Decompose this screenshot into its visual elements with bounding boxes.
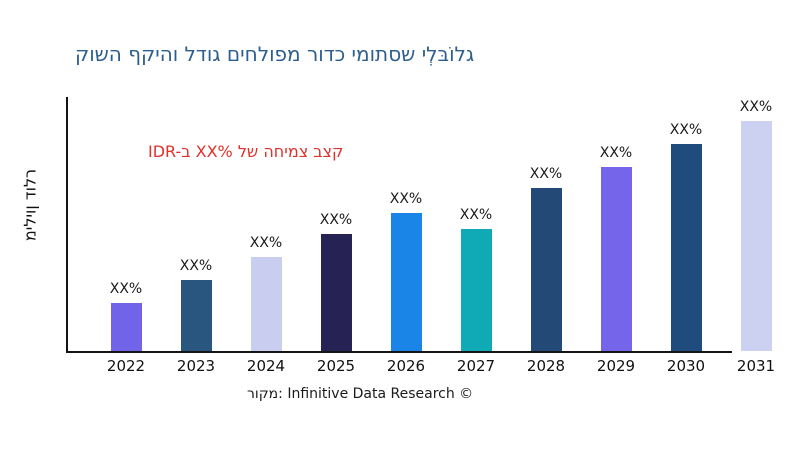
growth-rate-annotation: IDR-ב XX% לש החימצ בצק bbox=[148, 142, 344, 161]
bar-value-label-2022: XX% bbox=[109, 281, 143, 297]
bar-2026 bbox=[390, 213, 422, 351]
bar-2031 bbox=[740, 121, 772, 351]
x-tick-label-2024: 2024 bbox=[246, 357, 286, 375]
bar-2028 bbox=[530, 188, 562, 351]
x-tick-label-2025: 2025 bbox=[316, 357, 356, 375]
bar-2025 bbox=[320, 234, 352, 351]
x-tick-label-2027: 2027 bbox=[456, 357, 496, 375]
y-axis-line bbox=[66, 97, 68, 353]
bar-value-label-2029: XX% bbox=[599, 145, 633, 161]
x-tick-label-2029: 2029 bbox=[596, 357, 636, 375]
bar-2023 bbox=[180, 280, 212, 351]
bar-2030 bbox=[670, 144, 702, 351]
x-tick-label-2031: 2031 bbox=[736, 357, 776, 375]
x-tick-label-2028: 2028 bbox=[526, 357, 566, 375]
x-tick-label-2026: 2026 bbox=[386, 357, 426, 375]
x-tick-label-2023: 2023 bbox=[176, 357, 216, 375]
bar-value-label-2031: XX% bbox=[739, 99, 773, 115]
bar-value-label-2028: XX% bbox=[529, 166, 563, 182]
x-tick-label-2030: 2030 bbox=[666, 357, 706, 375]
bar-value-label-2030: XX% bbox=[669, 122, 703, 138]
source-caption: רוקמ: Infinitive Data Research © bbox=[247, 386, 474, 402]
bar-value-label-2024: XX% bbox=[249, 235, 283, 251]
bar-value-label-2023: XX% bbox=[179, 258, 213, 274]
bar-2022 bbox=[110, 303, 142, 351]
x-axis-line bbox=[66, 351, 732, 353]
bar-2024 bbox=[250, 257, 282, 351]
bar-value-label-2027: XX% bbox=[459, 207, 493, 223]
bar-value-label-2026: XX% bbox=[389, 191, 423, 207]
y-axis-label: מיליון דולר bbox=[20, 168, 40, 242]
bar-2029 bbox=[600, 167, 632, 351]
chart-title: קושה ףקיהו לדוג םיחלופמ רודכ ימותסש ילְב… bbox=[75, 42, 475, 66]
bar-value-label-2025: XX% bbox=[319, 212, 353, 228]
x-tick-label-2022: 2022 bbox=[106, 357, 146, 375]
bar-2027 bbox=[460, 229, 492, 351]
